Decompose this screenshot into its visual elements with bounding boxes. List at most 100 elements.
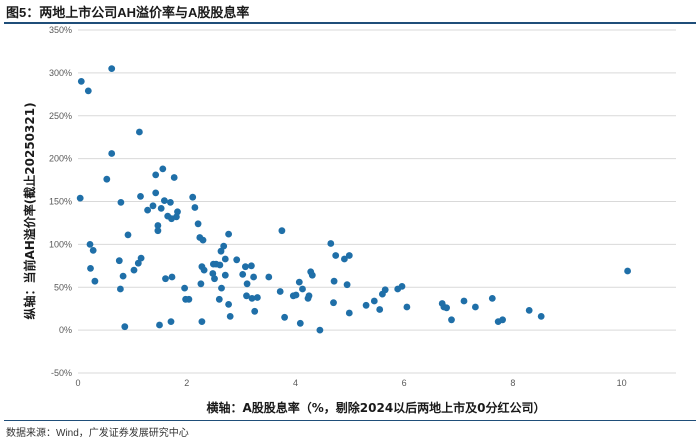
scatter-point (304, 295, 312, 302)
scatter-point (121, 323, 129, 331)
x-tick-label: 2 (184, 378, 189, 388)
scatter-point (308, 271, 316, 279)
scatter-point (233, 256, 241, 264)
scatter-point (265, 273, 273, 281)
figure-title: 图5：两地上市公司AH溢价率与A股股息率 (6, 5, 250, 20)
scatter-point (226, 313, 234, 320)
scatter-point (199, 236, 207, 244)
scatter-point (119, 272, 127, 280)
y-tick-label: 200% (49, 154, 72, 164)
scatter-point (341, 255, 348, 263)
scatter-point (161, 197, 168, 205)
source-note: 数据来源：Wind，广发证券发展研究中心 (6, 428, 189, 439)
y-tick-label: 50% (54, 282, 72, 292)
scatter-point (330, 277, 338, 285)
scatter-point (124, 231, 132, 239)
x-axis-title: 横轴：A股股息率（%，剔除2024以后两地上市及0分红公司） (206, 400, 545, 415)
scatter-point (443, 304, 450, 312)
scatter-point (215, 295, 223, 303)
scatter-point (137, 193, 144, 200)
scatter-point (117, 285, 124, 293)
title-divider (4, 22, 696, 24)
scatter-point (197, 280, 205, 288)
scatter-point (381, 286, 389, 294)
scatter-point (525, 307, 533, 314)
scatter-point (130, 266, 138, 274)
x-tick-label: 0 (75, 378, 80, 388)
scatter-point (115, 257, 123, 265)
scatter-point (332, 252, 340, 259)
scatter-point (154, 222, 162, 229)
y-tick-label: -50% (51, 368, 72, 378)
x-tick-label: 4 (293, 378, 298, 388)
scatter-point (624, 267, 631, 275)
scatter-point (448, 316, 455, 324)
scatter-point (278, 227, 286, 235)
scatter-point (242, 263, 249, 271)
scatter-point (185, 295, 193, 303)
gridlines (78, 29, 676, 374)
scatter-points (76, 65, 631, 334)
scatter-point (194, 220, 202, 228)
scatter-point (167, 318, 175, 325)
scatter-point (152, 189, 160, 197)
y-tick-label: 350% (49, 25, 72, 35)
scatter-point (370, 297, 378, 305)
scatter-point (243, 280, 251, 288)
bottom-divider (4, 420, 696, 421)
scatter-point (292, 291, 300, 299)
y-tick-label: 100% (49, 239, 72, 249)
scatter-point (137, 254, 145, 262)
scatter-point (134, 259, 142, 267)
scatter-point (299, 285, 306, 293)
scatter-point (327, 240, 335, 247)
scatter-point (209, 270, 217, 277)
scatter-point (216, 261, 224, 269)
scatter-point (168, 273, 176, 281)
scatter-point (156, 321, 163, 329)
scatter-point (239, 271, 247, 278)
scatter-point (330, 299, 337, 307)
scatter-point (220, 242, 228, 250)
scatter-point (103, 175, 111, 183)
x-tick-label: 10 (617, 378, 627, 388)
scatter-point (276, 288, 284, 295)
scatter-point (76, 194, 84, 202)
scatter-point (211, 275, 218, 283)
scatter-point (537, 313, 545, 320)
y-tick-label: 150% (49, 197, 72, 207)
scatter-point (316, 326, 324, 334)
scatter-point (218, 284, 225, 292)
scatter-point (460, 297, 468, 305)
scatter-point (499, 316, 506, 324)
scatter-point (345, 309, 353, 317)
scatter-point (221, 271, 229, 279)
scatter-point (77, 78, 85, 85)
scatter-point (91, 277, 99, 285)
scatter-point (154, 227, 162, 235)
scatter-point (200, 266, 208, 274)
scatter-point (167, 199, 174, 206)
scatter-point (191, 204, 199, 211)
y-axis-ticks: -50% 0% 50% 100% 150% 200% 250% 300% 350% (49, 25, 72, 378)
scatter-point (89, 247, 97, 254)
scatter-point (254, 294, 261, 301)
scatter-point (108, 150, 116, 157)
scatter-point (198, 318, 206, 325)
scatter-point (174, 208, 181, 216)
scatter-point (181, 284, 189, 292)
scatter-point (225, 230, 233, 238)
scatter-point (144, 206, 152, 214)
y-tick-label: 250% (49, 111, 72, 121)
x-axis-ticks: 0 2 4 6 8 10 (75, 378, 626, 388)
x-tick-label: 6 (402, 378, 407, 388)
scatter-point (162, 275, 169, 283)
scatter-point (248, 262, 255, 270)
scatter-point (159, 165, 167, 173)
scatter-point (136, 128, 143, 136)
y-tick-label: 0% (59, 325, 72, 335)
scatter-point (189, 193, 197, 201)
scatter-point (84, 87, 92, 95)
scatter-point (295, 278, 303, 286)
